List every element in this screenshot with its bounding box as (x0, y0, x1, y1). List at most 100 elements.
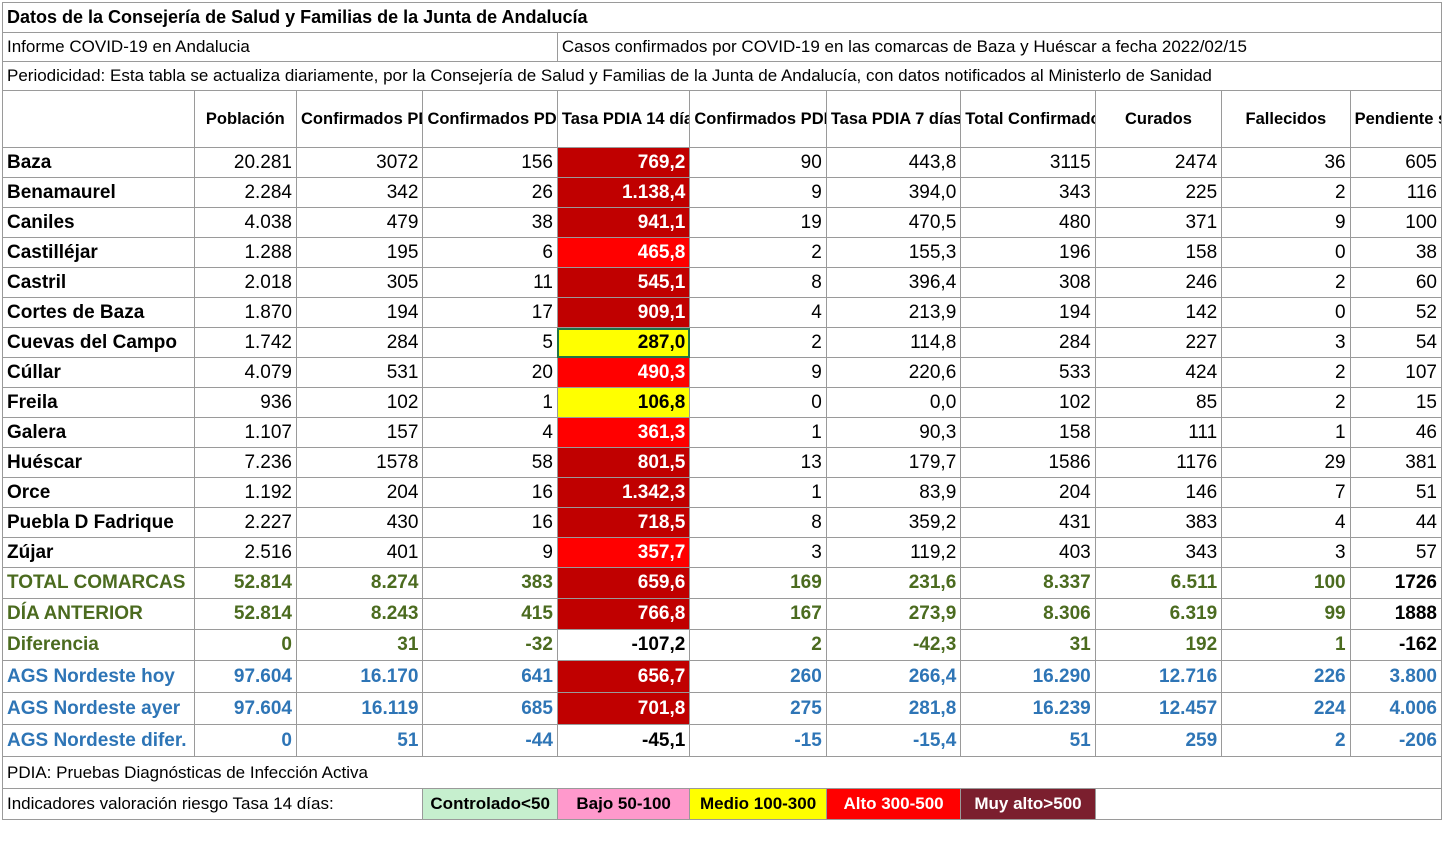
data-cell[interactable]: 0 (689, 387, 827, 418)
ags-value-cell[interactable]: 224 (1221, 692, 1351, 725)
report-name-cell[interactable]: Informe COVID-19 en Andalucia (2, 32, 558, 62)
data-cell[interactable]: 204 (295, 477, 424, 508)
data-cell[interactable]: 2 (1221, 387, 1351, 418)
ags-value-cell[interactable]: 259 (1094, 724, 1223, 757)
data-cell[interactable]: 394,0 (825, 177, 962, 208)
data-cell[interactable]: 531 (295, 357, 424, 388)
data-cell[interactable]: 1176 (1094, 447, 1223, 478)
totals-value-cell[interactable]: 0 (193, 629, 298, 661)
data-cell[interactable]: 2 (1221, 267, 1351, 298)
totals-value-cell[interactable]: 8.337 (960, 567, 1096, 599)
totals-value-cell[interactable]: 383 (422, 567, 558, 599)
data-cell[interactable]: 1 (689, 417, 827, 448)
totals-value-cell[interactable]: 31 (295, 629, 424, 661)
rate-14d-cell[interactable]: 357,7 (556, 537, 691, 568)
data-cell[interactable]: 7.236 (193, 447, 298, 478)
data-cell[interactable]: 533 (960, 357, 1096, 388)
data-cell[interactable]: 1586 (960, 447, 1096, 478)
data-cell[interactable]: 146 (1094, 477, 1223, 508)
municipality-name-cell[interactable]: Cúllar (2, 357, 195, 388)
totals-value-cell[interactable]: 52.814 (193, 567, 298, 599)
header-cell[interactable]: Confirmados PDIA 7 días (689, 90, 827, 148)
data-cell[interactable]: 119,2 (825, 537, 962, 568)
rate-14d-cell[interactable]: 287,0 (556, 327, 691, 358)
data-cell[interactable]: 204 (960, 477, 1096, 508)
data-cell[interactable]: 383 (1094, 507, 1223, 538)
ags-value-cell[interactable]: -45,1 (556, 724, 691, 757)
municipality-name-cell[interactable]: Castilléjar (2, 237, 195, 268)
data-cell[interactable]: 479 (295, 207, 424, 238)
header-cell[interactable]: Curados (1094, 90, 1223, 148)
data-cell[interactable]: 36 (1221, 147, 1351, 178)
data-cell[interactable]: 1.870 (193, 297, 298, 328)
data-cell[interactable]: 403 (960, 537, 1096, 568)
data-cell[interactable]: 343 (960, 177, 1096, 208)
municipality-name-cell[interactable]: Galera (2, 417, 195, 448)
data-cell[interactable]: 308 (960, 267, 1096, 298)
data-cell[interactable]: 16 (422, 477, 558, 508)
totals-value-cell[interactable]: -107,2 (556, 629, 691, 661)
data-cell[interactable]: 58 (422, 447, 558, 478)
ags-value-cell[interactable]: -15,4 (825, 724, 962, 757)
data-cell[interactable]: 3 (1221, 537, 1351, 568)
header-cell[interactable]: Tasa PDIA 7 días (825, 90, 962, 148)
ags-value-cell[interactable]: 2 (1221, 724, 1351, 757)
data-cell[interactable]: 102 (960, 387, 1096, 418)
data-cell[interactable]: 401 (295, 537, 424, 568)
report-subtitle-cell[interactable]: Casos confirmados por COVID-19 en las co… (556, 32, 1443, 62)
ags-value-cell[interactable]: 12.716 (1094, 660, 1223, 693)
data-cell[interactable]: 57 (1349, 537, 1443, 568)
data-cell[interactable]: 90 (689, 147, 827, 178)
data-cell[interactable]: 3 (689, 537, 827, 568)
ags-value-cell[interactable]: 16.239 (960, 692, 1096, 725)
data-cell[interactable]: 1 (422, 387, 558, 418)
data-cell[interactable]: 2 (689, 237, 827, 268)
totals-value-cell[interactable]: -42,3 (825, 629, 962, 661)
ags-value-cell[interactable]: -15 (689, 724, 827, 757)
data-cell[interactable]: 381 (1349, 447, 1443, 478)
data-cell[interactable]: 9 (1221, 207, 1351, 238)
data-cell[interactable]: 44 (1349, 507, 1443, 538)
data-cell[interactable]: 343 (1094, 537, 1223, 568)
data-cell[interactable]: 8 (689, 507, 827, 538)
totals-value-cell[interactable]: 6.511 (1094, 567, 1223, 599)
totals-value-cell[interactable]: -162 (1349, 629, 1443, 661)
municipality-name-cell[interactable]: Castril (2, 267, 195, 298)
data-cell[interactable]: 284 (295, 327, 424, 358)
header-cell[interactable]: Total Confirmados (960, 90, 1096, 148)
totals-value-cell[interactable]: 8.274 (295, 567, 424, 599)
ags-value-cell[interactable]: -206 (1349, 724, 1443, 757)
data-cell[interactable]: 480 (960, 207, 1096, 238)
data-cell[interactable]: 2 (1221, 177, 1351, 208)
data-cell[interactable]: 158 (960, 417, 1096, 448)
ags-value-cell[interactable]: 701,8 (556, 692, 691, 725)
municipality-name-cell[interactable]: Benamaurel (2, 177, 195, 208)
municipality-name-cell[interactable]: Baza (2, 147, 195, 178)
data-cell[interactable]: 4.079 (193, 357, 298, 388)
ags-value-cell[interactable]: 281,8 (825, 692, 962, 725)
data-cell[interactable]: 396,4 (825, 267, 962, 298)
data-cell[interactable]: 157 (295, 417, 424, 448)
data-cell[interactable]: 4 (422, 417, 558, 448)
ags-value-cell[interactable]: 97.604 (193, 660, 298, 693)
ags-value-cell[interactable]: 275 (689, 692, 827, 725)
rate-14d-cell[interactable]: 941,1 (556, 207, 691, 238)
data-cell[interactable]: 102 (295, 387, 424, 418)
totals-value-cell[interactable]: 766,8 (556, 598, 691, 630)
totals-value-cell[interactable]: 8.243 (295, 598, 424, 630)
sheet-title[interactable]: Datos de la Consejería de Salud y Famili… (2, 2, 1442, 33)
data-cell[interactable]: 1.288 (193, 237, 298, 268)
ags-value-cell[interactable]: 226 (1221, 660, 1351, 693)
rate-14d-cell[interactable]: 490,3 (556, 357, 691, 388)
totals-value-cell[interactable]: 415 (422, 598, 558, 630)
data-cell[interactable]: 107 (1349, 357, 1443, 388)
totals-value-cell[interactable]: 1 (1221, 629, 1351, 661)
data-cell[interactable]: 15 (1349, 387, 1443, 418)
totals-value-cell[interactable]: 1888 (1349, 598, 1443, 630)
data-cell[interactable]: 194 (295, 297, 424, 328)
data-cell[interactable]: 246 (1094, 267, 1223, 298)
totals-value-cell[interactable]: 100 (1221, 567, 1351, 599)
data-cell[interactable]: 20.281 (193, 147, 298, 178)
ags-label-cell[interactable]: AGS Nordeste ayer (2, 692, 195, 725)
rate-14d-cell[interactable]: 1.138,4 (556, 177, 691, 208)
